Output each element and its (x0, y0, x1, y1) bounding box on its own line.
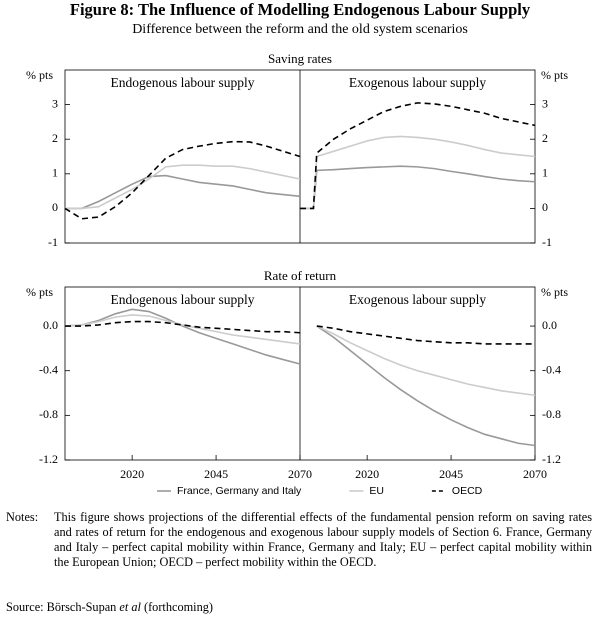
source-text: (forthcoming) (140, 600, 213, 614)
y-tick-label: 1 (52, 166, 58, 180)
panel-title: Exogenous labour supply (349, 292, 486, 307)
legend-label: EU (369, 485, 384, 497)
series-line (300, 165, 536, 210)
notes: Notes: This figure shows projections of … (6, 510, 592, 570)
series-line (300, 135, 536, 210)
y-axis-label: % pts (541, 285, 568, 299)
source-label: Source: (6, 600, 44, 614)
y-tick-label: -1.2 (542, 452, 561, 466)
y-tick-label: -0.4 (39, 362, 58, 376)
y-tick-label: -0.4 (542, 362, 561, 376)
y-axis-label: % pts (26, 285, 53, 299)
x-tick-label: 2045 (204, 467, 228, 481)
notes-text: This figure shows projections of the dif… (54, 510, 592, 569)
source-text: et al (119, 600, 141, 614)
y-tick-label: 2 (52, 131, 58, 145)
series-line (65, 320, 301, 334)
panel-title: Endogenous labour supply (111, 292, 255, 307)
series-line (300, 102, 536, 210)
panel-title: Endogenous labour supply (111, 75, 255, 90)
series-line (64, 314, 301, 345)
source-text: Börsch-Supan (46, 600, 120, 614)
x-tick-label: 2020 (355, 467, 379, 481)
x-tick-label: 2045 (439, 467, 463, 481)
y-tick-label: 0.0 (542, 318, 557, 332)
x-tick-label: 2070 (523, 467, 547, 481)
row-title: Saving rates (268, 51, 332, 66)
y-axis-label: % pts (541, 68, 568, 82)
notes-label: Notes: (6, 510, 39, 524)
x-tick-label: 2070 (288, 467, 312, 481)
series-line (316, 325, 536, 447)
series-line (65, 174, 301, 210)
y-axis-label: % pts (26, 68, 53, 82)
row-title: Rate of return (264, 268, 337, 283)
series-line (64, 308, 301, 365)
y-tick-label: 0 (52, 200, 58, 214)
y-tick-label: 1 (542, 166, 548, 180)
y-tick-label: 0 (542, 200, 548, 214)
y-tick-label: -0.8 (542, 407, 561, 421)
y-tick-label: -1.2 (39, 452, 58, 466)
panel-title: Exogenous labour supply (349, 75, 486, 90)
legend-label: OECD (452, 485, 483, 497)
series-line (64, 140, 301, 220)
y-tick-label: -1 (542, 235, 552, 249)
y-tick-label: -0.8 (39, 407, 58, 421)
chart: Figure 8: The Influence of Modelling End… (26, 0, 568, 497)
y-tick-label: 3 (52, 96, 58, 110)
source: Source: Börsch-Supan et al (forthcoming) (6, 600, 213, 615)
figure-title: Figure 8: The Influence of Modelling End… (70, 0, 531, 19)
series-line (316, 325, 536, 397)
y-tick-label: 3 (542, 96, 548, 110)
x-tick-label: 2020 (120, 467, 144, 481)
series-line (316, 325, 535, 345)
y-tick-label: 2 (542, 131, 548, 145)
y-tick-label: -1 (48, 235, 58, 249)
figure-subtitle: Difference between the reform and the ol… (132, 22, 468, 37)
y-tick-label: 0.0 (43, 318, 58, 332)
series-line (65, 164, 301, 210)
legend-label: France, Germany and Italy (177, 485, 302, 497)
